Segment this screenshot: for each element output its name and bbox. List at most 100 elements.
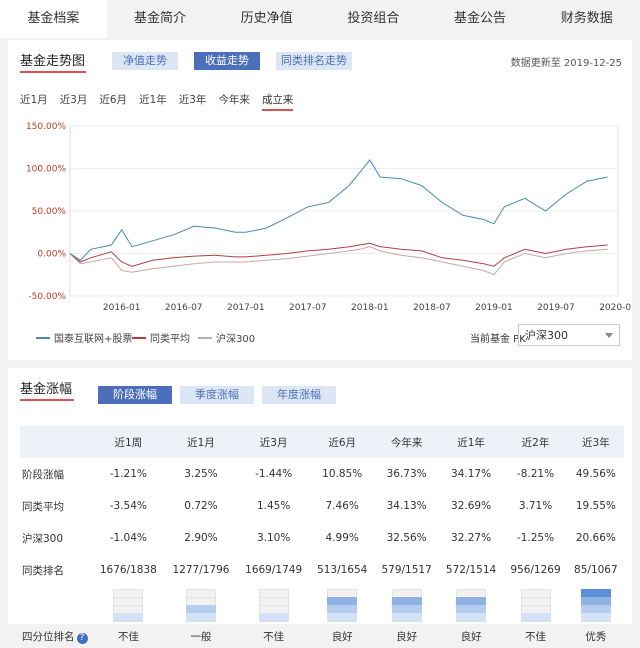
fund-trend-card: 基金走势图 净值走势 收益走势 同类排名走势 数据更新至 2019-12-25 近1… — [8, 40, 632, 360]
chevron-down-icon — [605, 333, 613, 338]
tab-0[interactable]: 基金档案 — [0, 0, 107, 38]
return-cell: 36.73% — [386, 468, 427, 480]
y-tick-label: 0.00% — [37, 250, 66, 260]
pk-select[interactable]: 沪深300 — [518, 324, 620, 346]
range-option-6[interactable]: 成立来 — [261, 92, 294, 111]
perf-view-button-2[interactable]: 年度涨幅 — [262, 386, 336, 404]
return-line-chart: 150.00% 100.00% 50.00% 0.00% -50.00% 2016-01 2… — [26, 122, 632, 313]
legend-label: 同类平均 — [150, 334, 190, 345]
quartile-bar — [580, 588, 611, 622]
trend-view-button-2[interactable]: 同类排名走势 — [276, 52, 352, 70]
performance-table: 近1周 近1月 近3月 近6月 今年来 近1年 近2年 近3年 阶段涨幅 -1.21% 3.25%… — [20, 426, 624, 648]
return-cell: 19.55% — [575, 500, 616, 512]
quartile-text: 良好 — [396, 630, 418, 643]
rank-cell: 956/1269 — [510, 564, 561, 576]
table-row: 四分位排名? 不佳 一般 不佳 良好 良好 良好 不佳 优秀 — [20, 624, 624, 648]
period-header: 近1月 — [164, 426, 238, 458]
y-tick-label: 100.00% — [26, 165, 66, 175]
x-tick-label: 2019-07 — [537, 303, 575, 313]
series-line-0 — [69, 159, 608, 261]
series-line-2 — [69, 246, 608, 276]
rank-cell: 513/1654 — [317, 564, 368, 576]
section-title-underline — [20, 71, 86, 73]
range-option-4[interactable]: 近3年 — [178, 94, 207, 106]
return-cell: -1.25% — [516, 532, 555, 544]
tab-4[interactable]: 基金公告 — [454, 11, 507, 26]
return-cell: 34.13% — [386, 500, 427, 512]
return-cell: 2.90% — [184, 532, 218, 544]
x-tick-label: 2017-07 — [289, 303, 327, 313]
x-tick-label: 2017-01 — [227, 303, 265, 313]
data-updated-text: 数据更新至 2019-12-25 — [510, 58, 622, 69]
rank-cell: 579/1517 — [381, 564, 432, 576]
pk-select-value: 沪深300 — [525, 329, 568, 342]
period-header: 近1年 — [438, 426, 504, 458]
range-option-2[interactable]: 近6月 — [99, 94, 128, 106]
rank-cell: 1277/1796 — [172, 564, 230, 576]
perf-view-button-1[interactable]: 季度涨幅 — [180, 386, 254, 404]
legend-item-0[interactable]: 国泰互联网+股票 — [36, 330, 132, 345]
legend-label: 国泰互联网+股票 — [54, 334, 133, 345]
quartile-text: 良好 — [460, 630, 482, 643]
legend-swatch — [198, 336, 212, 339]
table-row: 沪深300 -1.04% 2.90% 3.10% 4.99% 32.56% 32.27% -1… — [20, 522, 624, 554]
return-cell: 3.25% — [184, 468, 218, 480]
x-tick-label: 2019-01 — [475, 303, 513, 313]
return-cell: 20.66% — [575, 532, 616, 544]
row-label: 同类平均 — [22, 500, 64, 513]
legend-label: 沪深300 — [216, 334, 256, 345]
table-row: 同类排名 1676/1838 1277/1796 1669/1749 513/1654 5… — [20, 554, 624, 586]
trend-section-title: 基金走势图 — [20, 54, 86, 69]
y-tick-label: -50.00% — [28, 292, 66, 302]
row-label-blank — [20, 586, 92, 624]
section-title-underline — [20, 399, 74, 401]
tab-2[interactable]: 历史净值 — [240, 11, 293, 26]
range-selector: 近1月 近3月 近6月 近1年 近3年 今年来 成立来 — [20, 92, 305, 111]
tab-1[interactable]: 基金简介 — [134, 11, 187, 26]
rank-cell: 1669/1749 — [245, 564, 303, 576]
quartile-bar — [185, 588, 216, 622]
return-cell: -1.04% — [109, 532, 147, 544]
return-cell: 32.27% — [451, 532, 492, 544]
legend-item-2[interactable]: 沪深300 — [198, 330, 255, 345]
quartile-bar — [520, 588, 551, 622]
trend-view-button-1[interactable]: 收益走势 — [194, 52, 260, 70]
rank-cell: 1676/1838 — [99, 564, 157, 576]
range-option-1[interactable]: 近3月 — [59, 94, 88, 106]
legend-swatch — [36, 336, 50, 339]
trend-view-button-0[interactable]: 净值走势 — [112, 52, 178, 70]
return-cell: -1.44% — [255, 468, 293, 480]
range-option-3[interactable]: 近1年 — [139, 94, 167, 106]
table-row — [20, 586, 624, 624]
table-row: 同类平均 -3.54% 0.72% 1.45% 7.46% 34.13% 32.69% 3.7… — [20, 490, 624, 522]
y-tick-label: 150.00% — [26, 122, 66, 132]
row-label: 四分位排名? — [20, 624, 92, 648]
tab-bar: 基金档案 基金简介 历史净值 投资组合 基金公告 财务数据 — [0, 0, 640, 38]
range-option-5[interactable]: 今年来 — [218, 94, 250, 106]
help-icon[interactable]: ? — [76, 632, 88, 644]
return-cell: 3.71% — [518, 500, 553, 512]
perf-view-button-0[interactable]: 阶段涨幅 — [98, 386, 172, 404]
quartile-bar — [391, 588, 422, 622]
tab-3[interactable]: 投资组合 — [347, 11, 400, 26]
return-cell: -3.54% — [109, 500, 147, 512]
tab-5[interactable]: 财务数据 — [560, 11, 613, 26]
y-tick-label: 50.00% — [32, 207, 67, 217]
quartile-text: 不佳 — [525, 630, 546, 643]
legend-swatch — [132, 336, 146, 339]
fund-performance-card: 基金涨幅 阶段涨幅 季度涨幅 年度涨幅 近1周 近1月 近3月 近6月 今年来 近1年 近2年近… — [8, 368, 632, 644]
quartile-bar — [456, 588, 487, 622]
return-cell: -1.21% — [109, 468, 147, 480]
quartile-text: 不佳 — [263, 630, 285, 643]
pk-label: 当前基金 PK — [470, 334, 526, 345]
quartile-bar — [258, 588, 289, 622]
quartile-text: 一般 — [190, 630, 212, 643]
quartile-label: 四分位排名 — [22, 630, 75, 643]
row-label: 同类排名 — [22, 564, 64, 577]
row-label: 沪深300 — [22, 532, 64, 545]
perf-section-title: 基金涨幅 — [20, 382, 73, 397]
range-option-0[interactable]: 近1月 — [20, 94, 48, 106]
legend-item-1[interactable]: 同类平均 — [132, 330, 190, 345]
return-cell: 34.17% — [451, 468, 492, 480]
return-cell: 0.72% — [184, 500, 218, 512]
